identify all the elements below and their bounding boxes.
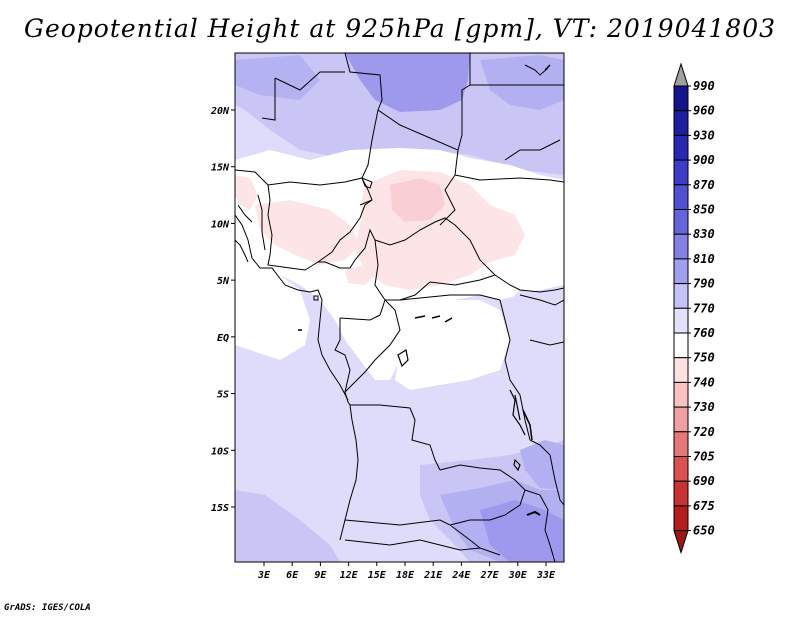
colorbar-swatch (673, 184, 689, 211)
colorbar-swatch (673, 159, 689, 186)
lon-label: 18E (396, 570, 415, 581)
lat-label: 15N (211, 163, 230, 174)
colorbar-swatch (673, 307, 689, 334)
lon-label: 15E (368, 570, 387, 581)
colorbar-label: 870 (693, 178, 715, 192)
lat-label: 10S (211, 446, 229, 457)
colorbar-label: 990 (693, 79, 715, 93)
colorbar-swatch (673, 283, 689, 309)
colorbar-label: 650 (693, 524, 715, 538)
colorbar-label: 850 (693, 203, 715, 217)
colorbar-swatch (673, 406, 689, 433)
lat-label: 5S (217, 390, 229, 401)
colorbar-swatch (673, 456, 689, 482)
colorbar-label: 730 (693, 400, 715, 414)
colorbar-label: 675 (693, 499, 715, 513)
colorbar-swatch (673, 505, 689, 532)
lon-label: 6E (286, 570, 299, 581)
longitude-axis: 3E 6E 9E 12E 15E 18E 21E 24E 27E 30E 33E (257, 562, 556, 581)
colorbar-label: 760 (693, 326, 715, 340)
lat-label: 15S (211, 503, 229, 514)
colorbar-swatch (673, 85, 689, 112)
lat-label: 5N (217, 276, 230, 287)
map-title: Geopotential Height at 925hPa [gpm], VT:… (23, 14, 777, 43)
grads-credit: GrADS: IGES/COLA (4, 603, 91, 613)
colorbar-swatch (673, 209, 689, 235)
colorbar-label: 930 (693, 128, 715, 142)
colorbar-swatch (673, 381, 689, 408)
colorbar-swatch (673, 357, 689, 383)
lon-label: 30E (508, 570, 528, 581)
colorbar-label: 790 (693, 277, 715, 291)
colorbar-label: 960 (693, 104, 715, 118)
lon-label: 21E (423, 570, 443, 581)
colorbar-label: 830 (693, 227, 715, 241)
colorbar-top-arrow (673, 62, 689, 87)
colorbar-swatch (673, 480, 689, 507)
colorbar-swatch (673, 110, 689, 136)
lon-label: 9E (314, 570, 327, 581)
lon-label: 27E (480, 570, 500, 581)
colorbar: 990 960 930 900 870 850 830 810 790 770 760 750 740 7… (673, 62, 715, 555)
colorbar-swatch (673, 233, 689, 260)
colorbar-label: 690 (693, 474, 715, 488)
plot-frame (234, 52, 565, 563)
country-borders (235, 53, 564, 562)
colorbar-swatch (673, 134, 689, 161)
lat-label: 20N (210, 106, 230, 117)
lon-label: 3E (257, 570, 271, 581)
lon-label: 12E (340, 570, 359, 581)
colorbar-swatch (673, 332, 689, 359)
colorbar-label: 740 (693, 375, 715, 389)
colorbar-bottom-arrow (673, 530, 689, 555)
colorbar-label: 750 (693, 351, 715, 365)
field-shading (235, 53, 564, 562)
colorbar-label: 705 (693, 450, 715, 464)
colorbar-swatch (673, 431, 689, 457)
colorbar-swatch (673, 258, 689, 285)
colorbar-label: 770 (693, 301, 715, 315)
lon-label: 33E (536, 570, 556, 581)
colorbar-label: 720 (693, 425, 715, 439)
latitude-axis: 20N 15N 10N 5N EQ 5S 10S 15S (210, 106, 235, 514)
lat-label: EQ (217, 333, 229, 344)
colorbar-label: 900 (693, 153, 715, 167)
colorbar-label: 810 (693, 252, 715, 266)
lat-label: 10N (211, 219, 230, 230)
lon-label: 24E (451, 570, 471, 581)
